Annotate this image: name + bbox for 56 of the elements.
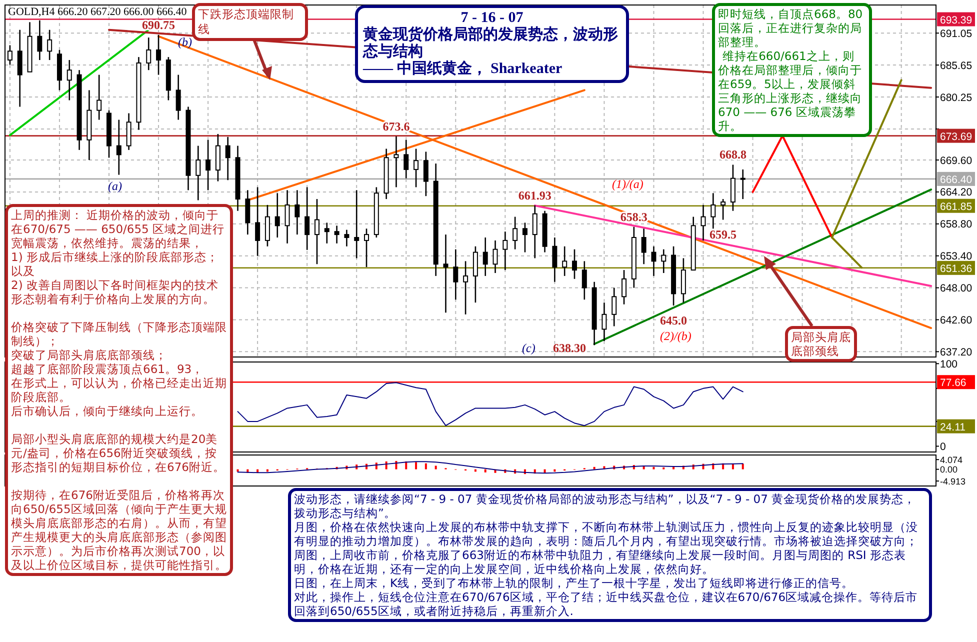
annotation: 638.30 [553,341,586,355]
annotation: (c) [522,341,536,355]
annotation: 在形式上，可以认为，价格已经走出近期阶段底部。 [11,376,227,404]
annotation: —— 中国纸黄金， Sharkeater [363,61,564,78]
y-tick-label: 648.00 [940,282,972,295]
y-tick-label: 4.074 [940,454,963,465]
annotation: GOLD,H4 666.20 667.20 666.00 666.40 [8,6,188,18]
y-tick-label: 669.60 [940,154,972,167]
annotation: 690.75 [142,18,176,32]
annotation: 局部头肩底底部颈线 [785,326,857,362]
annotation: 668.8 [719,148,746,162]
annotation: 后市确认后，倾向于继续向上运行。 [11,404,204,418]
annotation: (1)/(a) [612,177,644,191]
y-tick-label: 680.25 [940,92,972,104]
annotation: 价格突破了下降压制线（下降形态顶端限制线）； [11,320,227,348]
y-tick-label: 653.40 [940,250,972,263]
ref-line-label: 693.39 [940,14,972,26]
ref-line-label: 661.85 [940,200,972,213]
text: 黄金现货价格局部的发展势态，波动形态与结构 [363,27,619,60]
annotation: 上周的推测： 近期价格的波动，倾向于在670/675 —— 650/655 区域之间进行宽幅震荡，依然维持。震荡的结果， [11,208,226,250]
annotation: (a) [108,179,122,193]
y-tick-label: -4.913 [940,476,966,486]
y-tick-label: 685.65 [940,60,972,72]
ref-line-label: 24.11 [940,421,966,434]
annotation: 局部小型头肩底底部的规模大约是20美元/盎司，价格在656附近突破颈线，按形态指引的短期目标价位，在676附近。 [11,432,226,474]
text: 月图，价格在依然快速向上发展的布林带中轨支撑下，不断向布林带上轨测试压力，惯性向上反复的迹象比较明显（没有明显的推动力增加度）。布林带发展的趋向，表明：随后几个月内，有望出现突破行情。市场将被迫选择突破方向； [294,520,919,548]
annotation: 645.0 [660,314,688,328]
ref-line-label: 666.40 [940,174,972,186]
annotation: 即时短线，自顶点668。80回落后，正在进行复杂的局部整理。 [718,7,864,49]
text: 日图，在上周末，K线，受到了布林带上轨的限制，产生了一根十字星，发出了短线即将进行修正的信号。 [294,576,855,590]
annotation: 2) 改善自周图以下各时间框架内的技术形态朝着有利于价格向上发展的方向。 [11,278,220,306]
y-tick-label: 0 [940,441,946,453]
annotation: 超越了底部阶段震荡顶点661。93， [11,362,205,376]
annotation: (2)/(b) [660,329,692,343]
chart-title: 7 - 16 - 07 [460,10,524,26]
y-tick-label: 691.05 [940,28,972,40]
ref-line-label: 77.66 [940,377,966,390]
annotation: 1) 形成后市继续上涨的阶段底部形态；以及 [11,250,220,278]
y-tick-label: 664.20 [940,186,972,199]
annotation: 659.5 [710,228,737,242]
annotation: 下跌形态顶端限制线 [192,3,308,41]
annotation: 661.93 [518,188,552,202]
text: 按期待，在676附近受阻后，价格将再次向650/655区域回落（倾向于产生更大规模头肩底底部形态的右肩）。从而，有望产生规模更大的头肩底底部形态（参阅图示示意）。为后市价格再次测试700，以及以上价位区域目标，提供可能性指引。 [11,488,227,572]
annotation: 突破了局部头肩底底部颈线； [11,348,168,362]
text: 周图，上周收市前，价格克服了663附近的布林带中轨阻力，有望继续向上发展一段时间。月图与周图的 RSI 形态表明，价格在近期，还有一定的向上发展空间，近中线价格向上发展，依然向好。 [294,548,907,576]
annotation: (b) [178,35,192,49]
y-tick-label: 100 [940,358,958,370]
annotation: 维持在660/661之上，则价格在局部整理后，倾向于在659。5以上，发展倾斜三角形的上涨形态，继续向670 —— 676 区域震荡攀升。 [718,49,863,133]
y-tick-label: 0.00 [940,464,958,475]
text: 对此，操作上，短线仓位注意在670/676区域，平仓了结；近中线买盘仓位，建议在670/676区域减仓操作。等待后市回落到650/655区域，或者附近持稳后，再重新介入. [294,590,919,618]
y-tick-label: 642.60 [940,314,972,327]
ref-line-label: 651.36 [940,262,972,275]
y-tick-label: 658.80 [940,218,972,231]
text: 波动形态，请继续参阅“7 - 9 - 07 黄金现货价格局部的波动形态与结构”，以及“7 - 9 - 07 黄金现货价格的发展势态，拨动形态与结构”。 [294,492,917,520]
y-tick-label: 637.20 [940,346,972,358]
ref-line-label: 673.69 [940,130,972,143]
